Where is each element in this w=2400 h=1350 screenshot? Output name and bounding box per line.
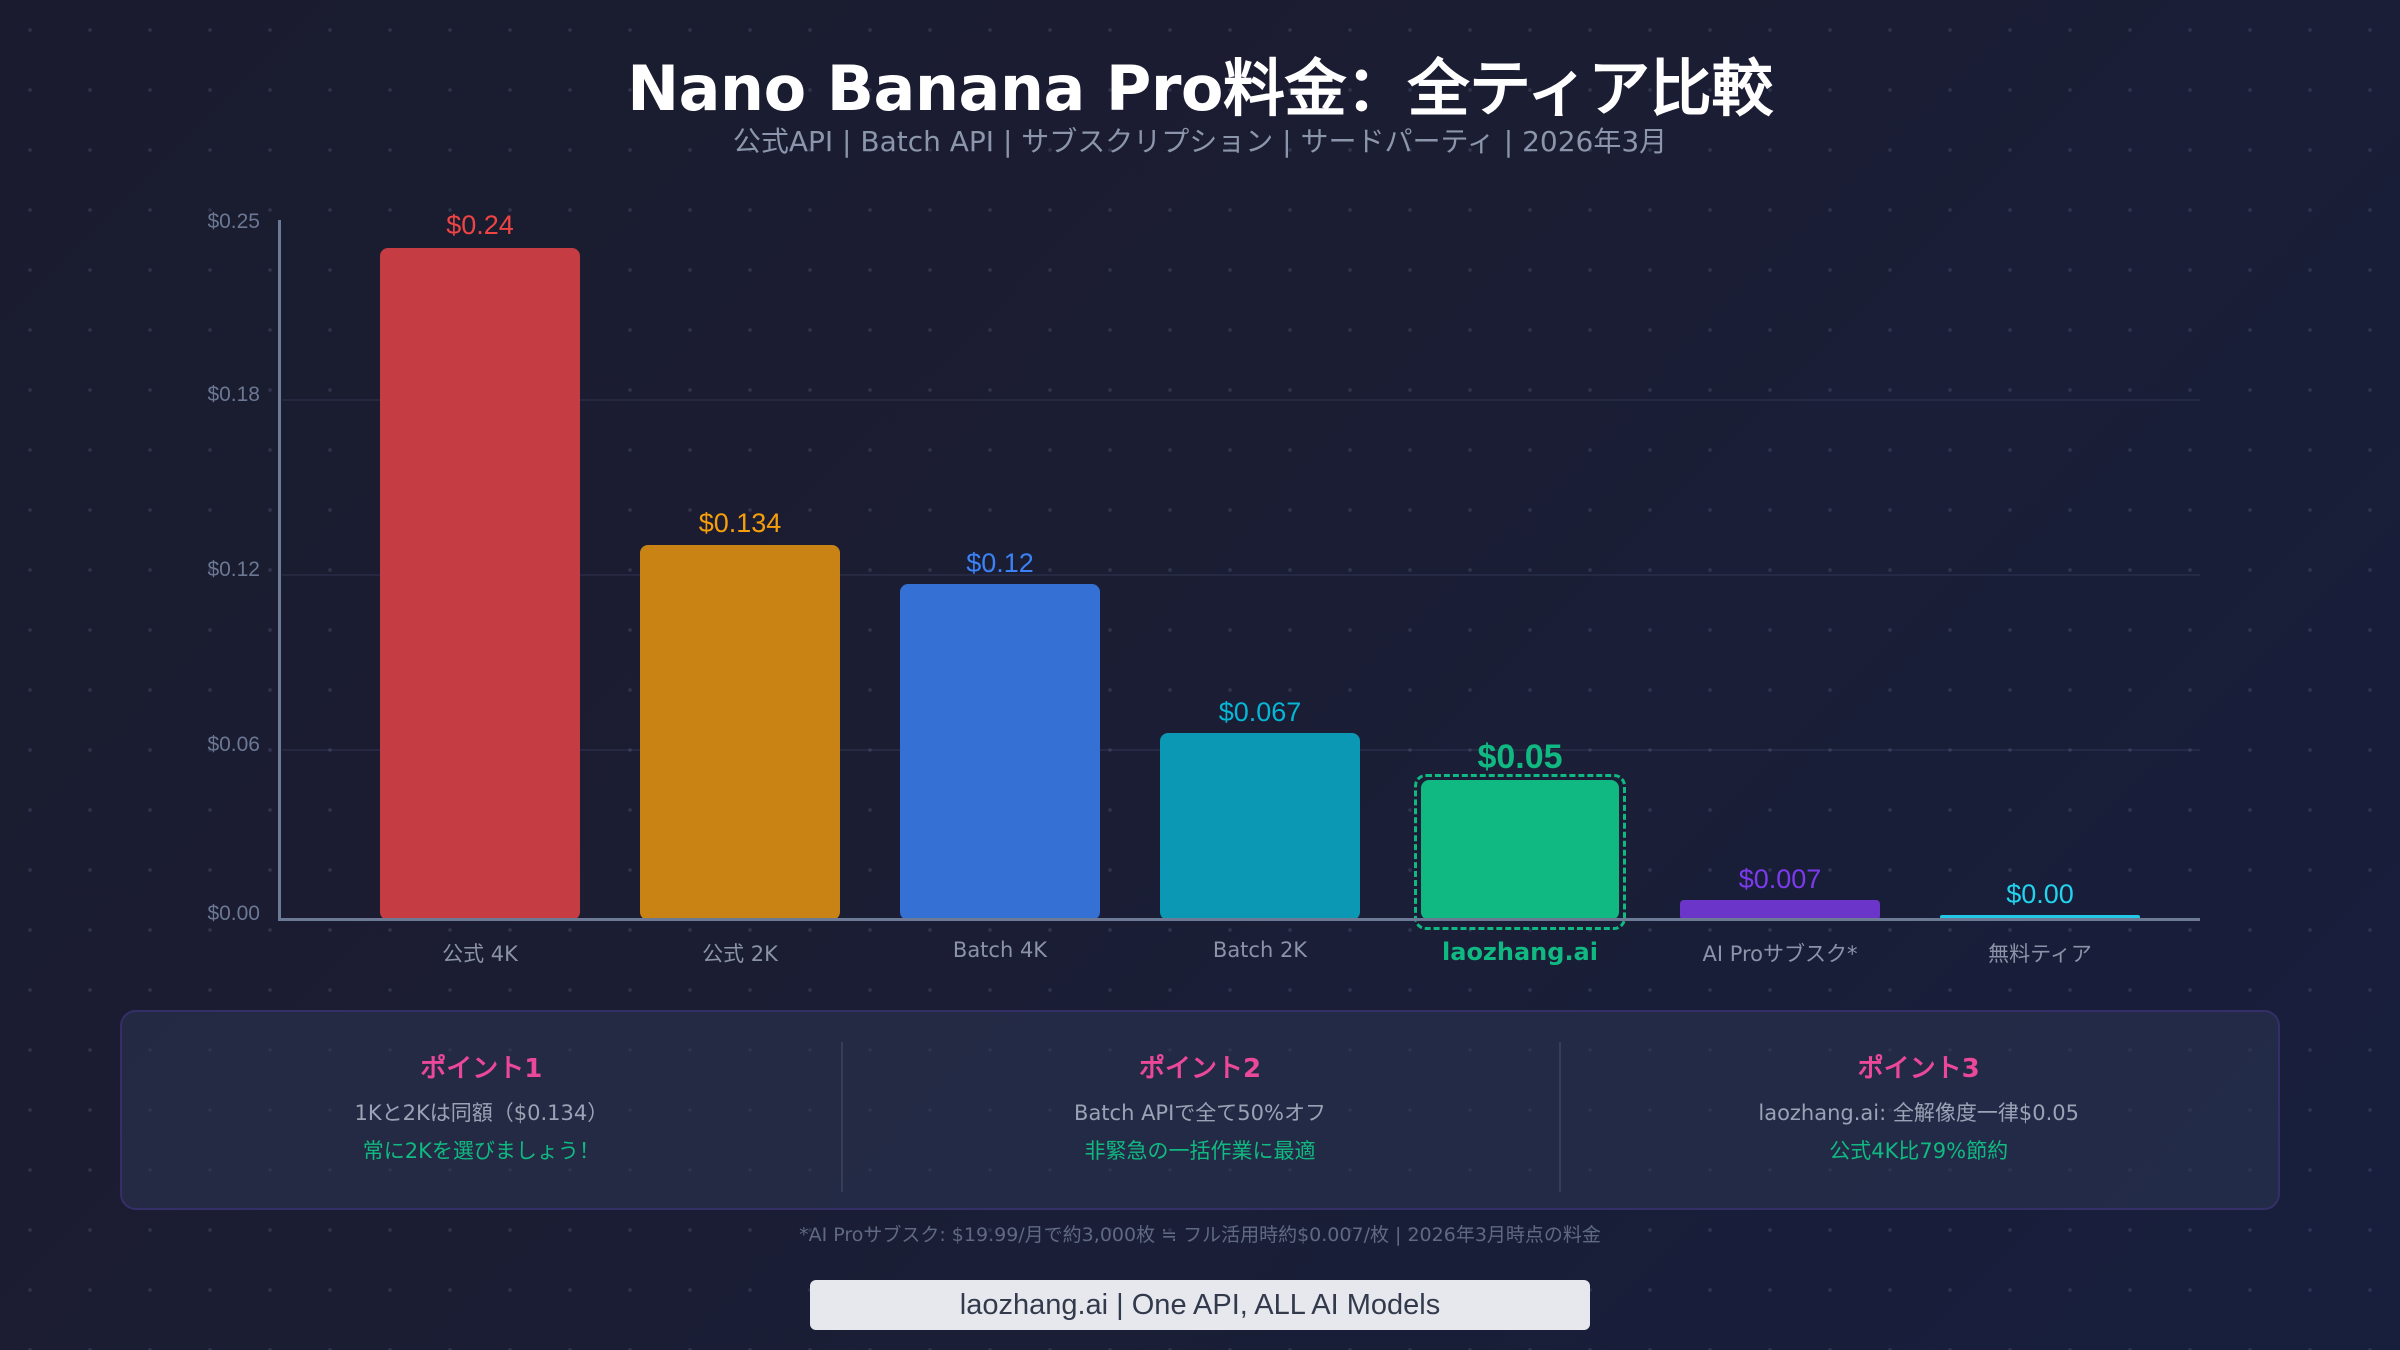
bar-value-label: $0.24: [446, 210, 514, 240]
bar-laozhang[interactable]: [1421, 780, 1619, 920]
y-tick-label: $0.18: [207, 383, 260, 406]
page-title: Nano Banana Pro料金：全ティア比較: [627, 52, 1773, 125]
bar-value-label: $0.067: [1218, 697, 1302, 727]
footnote: *AI Proサブスク: $19.99/月で約3,000枚 ≒ フル活用時約$0…: [799, 1224, 1601, 1246]
point-description: 1Kと2Kは同額（$0.134）: [354, 1101, 609, 1125]
point-highlight: 公式4K比79%節約: [1829, 1139, 2009, 1163]
footer-brand-banner[interactable]: laozhang.ai | One API, ALL AI Models: [810, 1280, 1590, 1330]
bar-chart: $0.25 $0.18 $0.12 $0.06 $0.00 $0.24 $0.1…: [207, 210, 2200, 966]
point-card-2: ポイント2 Batch APIで全て50%オフ 非緊急の一括作業に最適: [840, 1012, 1560, 1208]
point-description: Batch APIで全て50%オフ: [1074, 1101, 1326, 1125]
y-tick-label: $0.12: [207, 558, 260, 581]
bar-official-4k[interactable]: [380, 248, 580, 920]
x-tick-label: 公式 4K: [442, 942, 518, 966]
point-title: ポイント1: [420, 1054, 543, 1084]
point-title: ポイント3: [1857, 1054, 1980, 1084]
point-title: ポイント2: [1138, 1054, 1262, 1084]
bar-batch-4k[interactable]: [900, 584, 1100, 920]
bar-ai-pro-subscription[interactable]: [1680, 900, 1880, 920]
point-card-1: ポイント1 1Kと2Kは同額（$0.134） 常に2Kを選びましょう！: [122, 1012, 841, 1208]
key-points-panel: ポイント1 1Kと2Kは同額（$0.134） 常に2Kを選びましょう！ ポイント…: [120, 1010, 2280, 1210]
point-description: laozhang.ai: 全解像度一律$0.05: [1758, 1101, 2079, 1125]
bar-value-label: $0.12: [966, 548, 1034, 578]
highlight-dashed-box: [1414, 774, 1626, 930]
bar-value-label: $0.05: [1477, 738, 1563, 776]
x-tick-label: 公式 2K: [702, 942, 778, 966]
gridline: [282, 574, 2200, 576]
x-tick-label: Batch 4K: [952, 938, 1048, 962]
bar-official-2k[interactable]: [640, 545, 840, 920]
bar-value-label: $0.007: [1738, 864, 1822, 894]
bar-batch-2k[interactable]: [1160, 733, 1360, 920]
x-tick-label-highlight: laozhang.ai: [1442, 938, 1598, 966]
y-tick-label: $0.00: [207, 902, 260, 925]
x-tick-label: 無料ティア: [1988, 942, 2092, 966]
x-tick-label: Batch 2K: [1212, 938, 1308, 962]
gridline: [282, 399, 2200, 401]
page-subtitle: 公式API | Batch API | サブスクリプション | サードパーティ …: [732, 125, 1668, 158]
y-axis: [278, 220, 281, 921]
point-card-3: ポイント3 laozhang.ai: 全解像度一律$0.05 公式4K比79%節…: [1559, 1012, 2278, 1208]
y-tick-label: $0.25: [207, 210, 260, 233]
point-highlight: 常に2Kを選びましょう！: [362, 1139, 600, 1163]
bar-value-label: $0.00: [2006, 879, 2074, 909]
bar-free-tier[interactable]: [1940, 915, 2140, 920]
bar-value-label: $0.134: [698, 508, 782, 538]
y-tick-label: $0.06: [207, 733, 260, 756]
point-highlight: 非緊急の一括作業に最適: [1084, 1139, 1316, 1163]
x-tick-label: AI Proサブスク*: [1702, 942, 1858, 966]
x-axis: [278, 918, 2200, 921]
